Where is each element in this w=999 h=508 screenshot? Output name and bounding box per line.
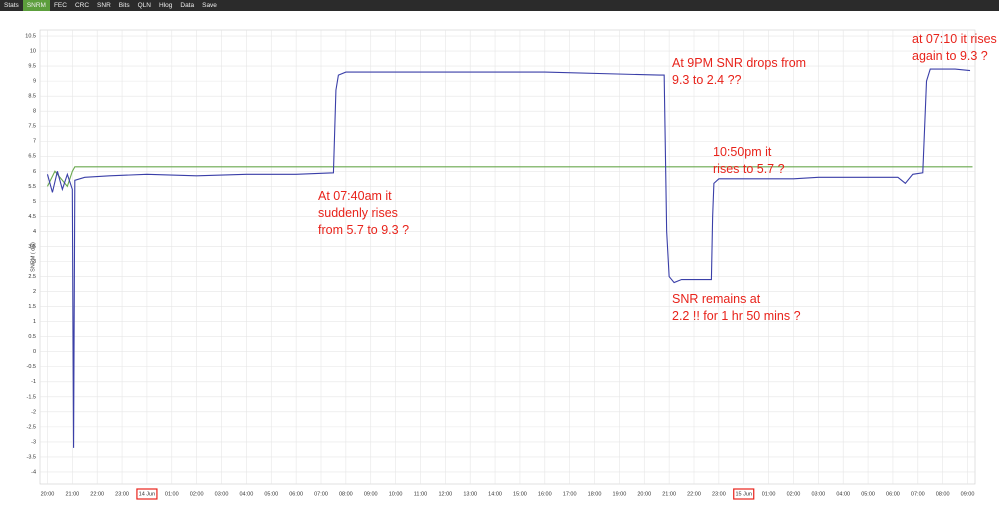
y-tick-label: -0.5 [27, 364, 36, 370]
y-tick-label: 9 [33, 79, 36, 85]
x-tick-label: 22:00 [687, 491, 701, 497]
y-tick-label: 4 [33, 229, 36, 235]
x-tick-label: 02:00 [787, 491, 801, 497]
x-tick-label: 09:00 [364, 491, 378, 497]
x-tick-label: 01:00 [165, 491, 179, 497]
y-tick-label: 7 [33, 139, 36, 145]
x-tick-label: 21:00 [662, 491, 676, 497]
y-tick-label: 4.5 [28, 214, 36, 220]
annotation: At 9PM SNR drops from [672, 56, 806, 70]
x-tick-label: 19:00 [613, 491, 627, 497]
x-tick-label: 23:00 [712, 491, 726, 497]
tab[interactable]: Stats [4, 2, 19, 9]
y-tick-label: 10.5 [25, 33, 36, 39]
plot-frame [39, 29, 976, 485]
tab[interactable]: Save [202, 2, 217, 9]
annotation: SNR remains at [672, 292, 761, 306]
tab[interactable]: Hlog [159, 2, 173, 9]
annotation: again to 9.3 ? [912, 49, 988, 63]
tab[interactable]: CRC [74, 2, 90, 9]
x-tick-label: 10:00 [389, 491, 403, 497]
annotation: 9.3 to 2.4 ?? [672, 73, 742, 87]
chart: -4 -3.5 -3 -2.5 -2 -1.5 -1 -0.5 0 0.5 1 1.5 2 2.5 3 3.5… [25, 29, 997, 500]
y-tick-label: 3.5 [28, 244, 36, 250]
x-tick-label: 07:00 [314, 491, 328, 497]
x-tick-label: 16:00 [538, 491, 552, 497]
y-tick-label: 3 [33, 259, 36, 265]
tab[interactable]: Bits [118, 2, 130, 9]
x-tick-label: 03:00 [215, 491, 229, 497]
x-tick-label: 08:00 [936, 491, 950, 497]
x-tick-label: 21:00 [65, 491, 79, 497]
x-tick-label: 04:00 [836, 491, 850, 497]
tab[interactable]: Data [180, 2, 195, 9]
tab[interactable]: QLN [137, 2, 151, 9]
date-highlight [733, 488, 755, 500]
y-tick-label: 0.5 [28, 334, 36, 340]
y-tick-label: 5 [33, 199, 36, 205]
y-tick-label: 2.5 [28, 274, 36, 280]
tab[interactable]: SNR [97, 2, 111, 9]
y-tick-label: -4 [31, 469, 36, 475]
x-tick-label: 03:00 [811, 491, 825, 497]
y-tick-label: 7.5 [28, 124, 36, 130]
y-tick-label: 8 [33, 109, 36, 115]
series-line [46, 166, 973, 188]
y-tick-label: 8.5 [28, 94, 36, 100]
x-tick-label: 02:00 [190, 491, 204, 497]
x-tick-label: 11:00 [414, 491, 427, 497]
y-tick-label: 1 [33, 319, 36, 325]
y-tick-label: -3 [31, 439, 36, 445]
annotation: suddenly rises [318, 206, 398, 220]
x-tick-label: 05:00 [264, 491, 278, 497]
x-tick-label: 04:00 [240, 491, 254, 497]
x-tick-label: 15 Jun [735, 491, 752, 497]
tab-bar: Stats SNRM FEC CRC SNR Bits QLN Hlog Data Save [0, 0, 999, 11]
y-tick-label: -1.5 [27, 394, 36, 400]
x-tick-label: 18:00 [588, 491, 602, 497]
x-tick-label: 01:00 [762, 491, 776, 497]
x-tick-label: 06:00 [886, 491, 900, 497]
x-tick-label: 23:00 [115, 491, 129, 497]
y-tick-label: -3.5 [27, 454, 36, 460]
date-highlight [136, 488, 158, 500]
y-tick-label: 6.5 [28, 154, 36, 160]
y-tick-label: 6 [33, 169, 36, 175]
x-tick-label: 12:00 [438, 491, 452, 497]
x-tick-label: 09:00 [961, 491, 975, 497]
y-axis-label: SNRM ( dB) [30, 242, 36, 272]
y-tick-label: 0 [33, 349, 36, 355]
x-tick-label: 14:00 [488, 491, 502, 497]
annotation: At 07:40am it [318, 189, 392, 203]
y-tick-label: 1.5 [28, 304, 36, 310]
annotation: 2.2 !! for 1 hr 50 mins ? [672, 309, 801, 323]
y-tick-label: -2 [31, 409, 36, 415]
x-tick-label: 22:00 [90, 491, 104, 497]
y-tick-label: 10 [30, 48, 36, 54]
x-tick-label: 17:00 [563, 491, 577, 497]
x-tick-label: 20:00 [41, 491, 55, 497]
tab[interactable]: FEC [53, 2, 67, 9]
y-tick-label: -1 [31, 379, 36, 385]
x-tick-label: 08:00 [339, 491, 353, 497]
annotation: rises to 5.7 ? [713, 162, 785, 176]
annotation: from 5.7 to 9.3 ? [318, 223, 409, 237]
x-tick-label: 14 Jun [139, 491, 156, 497]
x-tick-label: 13:00 [463, 491, 477, 497]
x-tick-label: 20:00 [637, 491, 651, 497]
x-tick-label: 05:00 [861, 491, 875, 497]
annotation: at 07:10 it rises [912, 32, 997, 46]
x-tick-label: 06:00 [289, 491, 303, 497]
x-tick-label: 07:00 [911, 491, 925, 497]
annotation: 10:50pm it [713, 145, 772, 159]
tab[interactable]: SNRM [22, 0, 50, 11]
y-tick-label: -2.5 [27, 424, 36, 430]
y-tick-label: 2 [33, 289, 36, 295]
y-tick-label: 9.5 [28, 64, 36, 70]
x-tick-label: 15:00 [513, 491, 527, 497]
y-tick-label: 5.5 [28, 184, 36, 190]
series-line [46, 68, 971, 448]
